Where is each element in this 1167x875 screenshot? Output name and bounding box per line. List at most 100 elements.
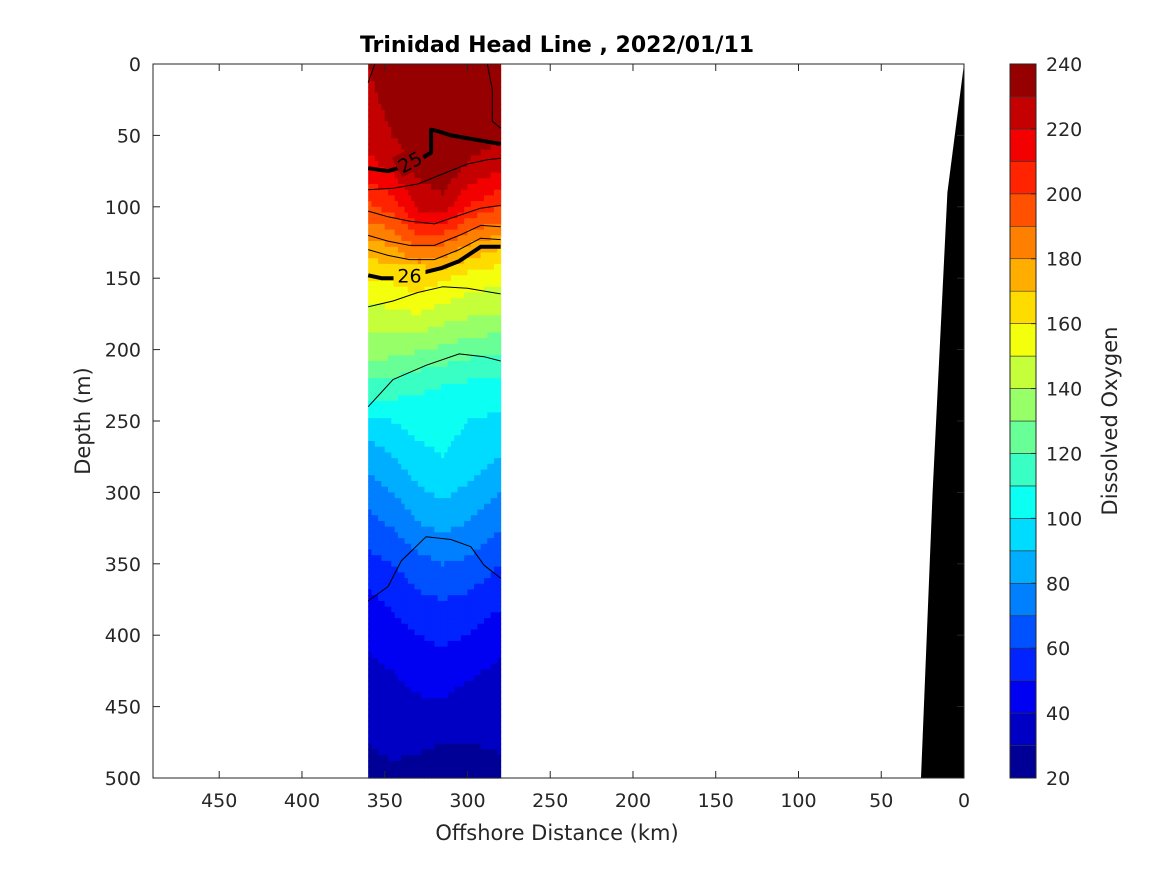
section-cell [477, 629, 482, 636]
section-cell [368, 709, 373, 716]
section-cell [467, 275, 472, 282]
section-cell [464, 355, 469, 362]
section-cell [434, 121, 439, 128]
section-cell [378, 178, 382, 185]
section-cell [450, 675, 455, 682]
section-cell [474, 64, 478, 71]
section-cell [401, 315, 406, 322]
section-cell [447, 103, 452, 111]
section-cell [421, 498, 426, 505]
section-cell [440, 646, 445, 653]
section-cell [487, 183, 492, 191]
section-cell [447, 292, 452, 299]
section-cell [470, 161, 475, 168]
section-cell [378, 720, 382, 728]
section-cell [391, 475, 396, 482]
section-cell [493, 526, 498, 533]
section-cell [450, 526, 455, 533]
section-cell [487, 583, 492, 591]
section-cell [464, 229, 469, 236]
section-cell [427, 623, 432, 631]
section-cell [414, 418, 419, 425]
section-cell [464, 726, 469, 733]
section-cell [401, 383, 406, 391]
section-cell [457, 578, 462, 585]
section-cell [414, 115, 419, 122]
section-cell [427, 503, 432, 511]
section-cell [464, 435, 469, 442]
section-cell [447, 509, 452, 516]
section-cell [424, 412, 429, 419]
section-cell [424, 703, 429, 711]
section-cell [421, 292, 426, 299]
section-cell [368, 640, 373, 648]
section-cell [417, 349, 422, 356]
section-cell [427, 183, 432, 191]
section-cell [381, 161, 386, 168]
section-cell [487, 703, 492, 711]
section-cell [487, 275, 492, 282]
section-cell [477, 349, 482, 356]
section-cell [467, 298, 472, 305]
section-cell [421, 440, 426, 448]
section-cell [497, 298, 502, 305]
section-cell [480, 121, 485, 128]
section-cell [424, 132, 429, 139]
section-cell [417, 458, 422, 465]
section-cell [464, 383, 469, 391]
section-cell [434, 600, 439, 608]
section-cell [457, 303, 462, 311]
section-cell [474, 538, 478, 545]
section-cell [391, 206, 396, 214]
section-cell [493, 429, 498, 436]
section-cell [434, 81, 439, 88]
section-cell [384, 258, 389, 265]
section-cell [464, 715, 469, 722]
section-cell [484, 640, 488, 648]
section-cell [437, 366, 442, 374]
section-cell [464, 315, 469, 322]
chart-title: Trinidad Head Line , 2022/01/11 [360, 33, 754, 58]
section-cell [480, 103, 485, 111]
section-cell [381, 618, 386, 625]
section-cell [467, 680, 472, 688]
section-cell [394, 663, 399, 671]
section-cell [450, 692, 455, 699]
section-cell [421, 286, 426, 294]
section-cell [381, 675, 386, 682]
section-cell [437, 286, 442, 294]
section-cell [490, 503, 495, 511]
section-cell [421, 235, 426, 242]
section-cell [484, 760, 488, 768]
section-cell [371, 566, 376, 573]
section-cell [388, 675, 392, 682]
section-cell [470, 515, 475, 522]
section-cell [447, 560, 452, 568]
section-cell [460, 183, 465, 191]
section-cell [401, 235, 406, 242]
section-cell [477, 560, 482, 568]
section-cell [454, 452, 459, 459]
section-cell [388, 206, 392, 214]
section-cell [388, 709, 392, 716]
section-cell [497, 115, 502, 122]
section-cell [391, 715, 396, 722]
section-cell [368, 509, 373, 516]
section-cell [417, 766, 422, 773]
section-cell [431, 743, 435, 751]
section-cell [454, 503, 459, 511]
section-cell [444, 755, 449, 762]
section-cell [447, 715, 452, 722]
section-cell [431, 726, 435, 733]
section-cell [368, 349, 373, 356]
section-cell [490, 195, 495, 202]
section-cell [378, 635, 382, 642]
section-cell [401, 526, 406, 533]
section-cell [493, 560, 498, 568]
section-cell [450, 440, 455, 448]
section-cell [437, 532, 442, 539]
section-cell [440, 606, 445, 613]
section-cell [407, 98, 412, 105]
section-cell [414, 658, 419, 665]
section-cell [437, 475, 442, 482]
